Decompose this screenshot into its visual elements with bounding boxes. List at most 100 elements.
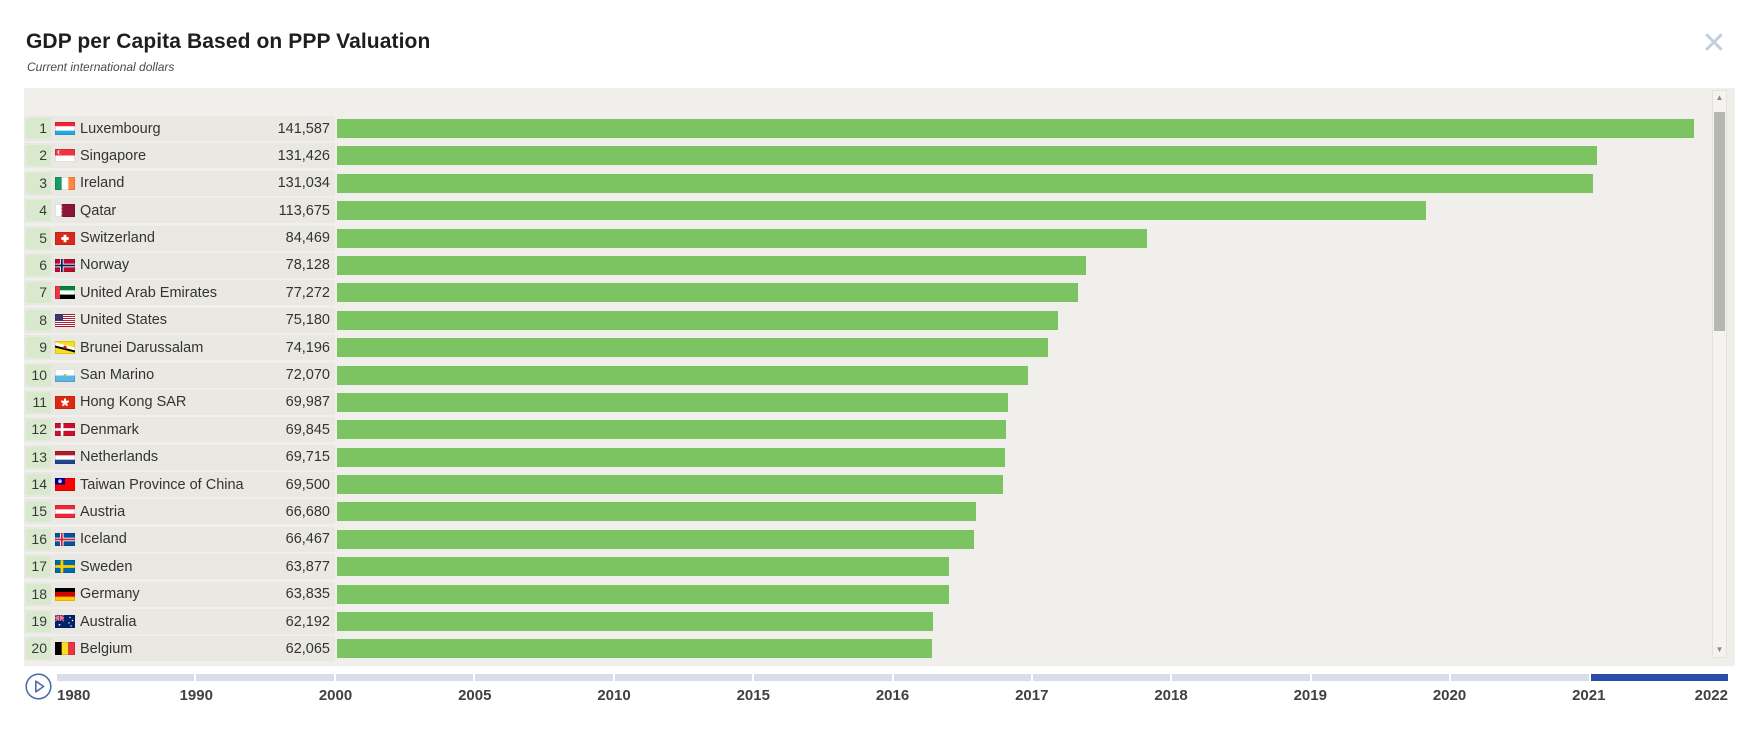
country-row[interactable]: 6 Norway 78,128 [24, 252, 1735, 278]
country-label-cell: 6 Norway 78,128 [24, 252, 335, 278]
scrollbar[interactable]: ▲ ▼ [1712, 90, 1727, 658]
timeline-segment[interactable] [1032, 674, 1171, 681]
timeline-year-label[interactable]: 2020 [1432, 687, 1467, 704]
value-bar [337, 283, 1078, 303]
scroll-down-icon[interactable]: ▼ [1715, 645, 1724, 654]
country-name: Qatar [80, 202, 117, 219]
bar-track [335, 390, 1735, 415]
bar-track [335, 143, 1735, 168]
country-name: United States [80, 312, 168, 329]
country-row[interactable]: 5 Switzerland 84,469 [24, 225, 1735, 251]
bar-track [335, 527, 1735, 552]
bar-track [335, 335, 1735, 360]
country-row[interactable]: 11 Hong Kong SAR 69,987 [24, 389, 1735, 415]
timeline-year-label[interactable]: 1980 [57, 687, 91, 704]
bar-track [335, 499, 1735, 524]
timeline-segment[interactable] [1172, 674, 1310, 681]
bar-track [335, 582, 1735, 607]
country-row[interactable]: 20 Belgium 62,065 [24, 636, 1735, 662]
timeline-segment[interactable] [57, 674, 195, 681]
timeline-segment[interactable] [196, 674, 334, 681]
country-row[interactable]: 1 Luxembourg 141,587 [24, 116, 1735, 141]
country-flag-icon [55, 313, 75, 327]
country-label-cell: 10 San Marino 72,070 [24, 362, 335, 388]
bar-track [335, 308, 1735, 333]
country-name: Australia [80, 613, 137, 630]
timeline-segment[interactable] [335, 674, 474, 681]
country-flag-icon [55, 478, 75, 492]
close-icon[interactable]: ✕ [1694, 24, 1734, 64]
timeline-year-label[interactable]: 2021 [1572, 687, 1606, 704]
country-row[interactable]: 4 Qatar 113,675 [24, 198, 1735, 224]
rank-badge: 17 [26, 556, 51, 578]
country-name: Sweden [80, 558, 133, 575]
country-name: Ireland [80, 175, 125, 192]
timeline-year-label[interactable]: 2018 [1154, 687, 1188, 704]
rank-badge: 10 [26, 364, 51, 386]
value-bar [337, 447, 1005, 467]
country-flag-icon [55, 258, 75, 272]
country-row[interactable]: 8 United States 75,180 [24, 307, 1735, 333]
country-row[interactable]: 7 United Arab Emirates 77,272 [24, 280, 1735, 306]
value-bar [337, 228, 1147, 248]
timeline-segment-active[interactable] [1590, 674, 1729, 681]
bar-track [335, 472, 1735, 497]
rank-badge: 15 [26, 501, 51, 523]
timeline-year-label[interactable]: 2017 [1015, 687, 1049, 704]
country-value: 77,272 [285, 284, 330, 301]
country-row[interactable]: 16 Iceland 66,467 [24, 526, 1735, 552]
country-flag-icon [55, 532, 75, 546]
timeline-segment[interactable] [893, 674, 1031, 681]
timeline-year-labels: 1980 1990 2000 2005 2010 2015 2016 2017 2018 2019… [0, 687, 1744, 709]
scroll-up-icon[interactable]: ▲ [1715, 93, 1724, 102]
scrollbar-thumb[interactable] [1714, 112, 1725, 331]
country-row[interactable]: 13 Netherlands 69,715 [24, 444, 1735, 470]
timeline-year-label[interactable]: 2000 [318, 687, 353, 704]
timeline-segment[interactable] [754, 674, 892, 681]
timeline-segment[interactable] [1311, 674, 1450, 681]
country-row[interactable]: 18 Germany 63,835 [24, 581, 1735, 607]
rank-badge: 4 [26, 200, 51, 222]
timeline-year-label[interactable]: 2010 [597, 687, 631, 704]
play-button[interactable] [25, 673, 52, 700]
bar-track [335, 171, 1735, 196]
country-row[interactable]: 17 Sweden 63,877 [24, 554, 1735, 580]
country-name: Netherlands [80, 449, 159, 466]
country-row[interactable]: 14 Taiwan Province of China 69,500 [24, 472, 1735, 498]
rank-badge: 13 [26, 446, 51, 468]
country-row[interactable]: 12 Denmark 69,845 [24, 417, 1735, 443]
timeline-segment[interactable] [475, 674, 613, 681]
value-bar [337, 173, 1593, 193]
timeline-year-label[interactable]: 2022 [1694, 687, 1728, 704]
page-title: GDP per Capita Based on PPP Valuation [26, 30, 431, 53]
country-row[interactable]: 9 Brunei Darussalam 74,196 [24, 335, 1735, 361]
country-row[interactable]: 10 San Marino 72,070 [24, 362, 1735, 388]
country-value: 66,680 [285, 503, 330, 520]
timeline-segment[interactable] [614, 674, 753, 681]
country-label-cell: 2 Singapore 131,426 [24, 143, 335, 169]
timeline-year-label[interactable]: 2015 [736, 687, 770, 704]
timeline-year-label[interactable]: 2019 [1293, 687, 1327, 704]
country-row[interactable]: 2 Singapore 131,426 [24, 143, 1735, 169]
play-icon [25, 673, 52, 700]
country-label-cell: 15 Austria 66,680 [24, 499, 335, 525]
country-row[interactable]: 3 Ireland 131,034 [24, 170, 1735, 196]
value-bar [337, 146, 1597, 166]
country-flag-icon [55, 560, 75, 574]
country-value: 113,675 [278, 202, 330, 219]
country-label-cell: 8 United States 75,180 [24, 307, 335, 333]
country-label-cell: 13 Netherlands 69,715 [24, 444, 335, 470]
bar-track [335, 445, 1735, 470]
country-row[interactable]: 19 Australia 62,192 [24, 609, 1735, 635]
bar-track [335, 116, 1735, 141]
country-row[interactable]: 15 Austria 66,680 [24, 499, 1735, 525]
value-bar [337, 420, 1006, 440]
country-value: 72,070 [285, 367, 330, 384]
timeline-year-label[interactable]: 2016 [875, 687, 910, 704]
country-flag-icon [55, 231, 75, 245]
timeline-track[interactable] [57, 674, 1729, 681]
timeline-year-label[interactable]: 2005 [458, 687, 492, 704]
timeline-segment[interactable] [1451, 674, 1589, 681]
country-name: Luxembourg [80, 120, 161, 137]
timeline-year-label[interactable]: 1990 [179, 687, 213, 704]
